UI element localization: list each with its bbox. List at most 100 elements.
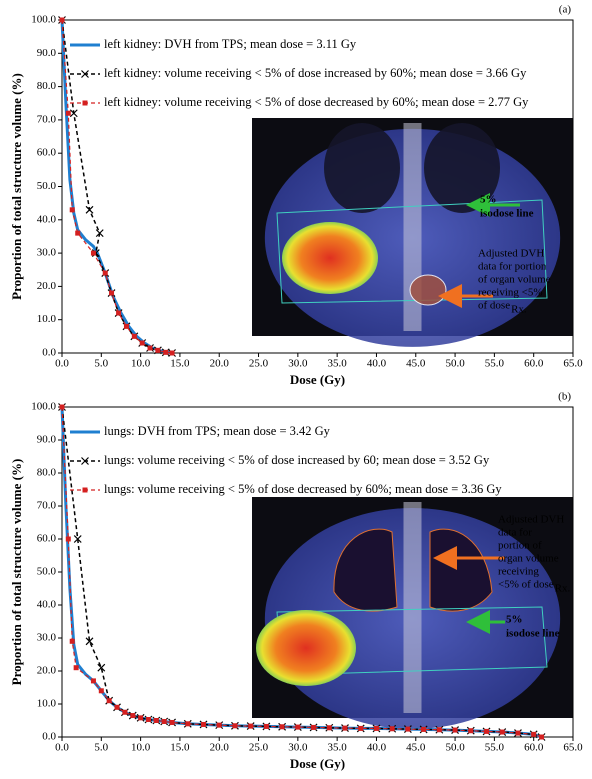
annotation: organ volume xyxy=(498,553,559,565)
marker xyxy=(60,405,65,410)
marker xyxy=(70,639,75,644)
y-tick-label: 100.0 xyxy=(31,14,56,26)
y-tick-label: 60.0 xyxy=(37,533,57,545)
marker xyxy=(140,341,145,346)
x-tick-label: 15.0 xyxy=(170,358,190,370)
x-tick-label: 55.0 xyxy=(485,742,505,754)
marker xyxy=(91,251,96,256)
annotation: Adjusted DVH xyxy=(498,514,564,526)
y-axis-title: Proportion of total structure volume (%) xyxy=(9,459,24,686)
marker xyxy=(264,724,269,729)
marker xyxy=(115,705,120,710)
marker xyxy=(232,723,237,728)
annotation: 5% xyxy=(506,614,523,626)
marker xyxy=(185,721,190,726)
y-tick-label: 90.0 xyxy=(37,434,57,446)
y-tick-label: 60.0 xyxy=(37,147,57,159)
marker xyxy=(500,730,505,735)
y-tick-label: 90.0 xyxy=(37,47,57,59)
marker xyxy=(162,719,167,724)
x-tick-label: 60.0 xyxy=(524,742,544,754)
y-tick-label: 70.0 xyxy=(37,500,57,512)
annotation: data for portion xyxy=(478,261,547,273)
legend-marker xyxy=(83,101,88,106)
marker xyxy=(60,18,65,23)
y-tick-label: 40.0 xyxy=(37,599,57,611)
marker xyxy=(390,726,395,731)
annotation: 5% xyxy=(480,194,497,206)
figure: 5% isodose line Adjusted DVH data for porti… xyxy=(0,0,592,779)
y-tick-label: 10.0 xyxy=(37,313,57,325)
adjusted-region xyxy=(410,275,446,305)
marker xyxy=(109,291,114,296)
x-tick-label: 30.0 xyxy=(288,742,308,754)
marker xyxy=(146,717,151,722)
x-tick-label: 10.0 xyxy=(131,742,151,754)
marker xyxy=(163,350,168,355)
y-tick-label: 100.0 xyxy=(31,401,56,413)
marker xyxy=(116,311,121,316)
marker xyxy=(170,720,175,725)
marker xyxy=(91,678,96,683)
marker xyxy=(132,334,137,339)
marker xyxy=(515,731,520,736)
legend-label: lungs: DVH from TPS; mean dose = 3.42 Gy xyxy=(104,424,331,438)
marker xyxy=(170,351,175,356)
x-tick-label: 0.0 xyxy=(55,358,69,370)
x-tick-label: 50.0 xyxy=(445,742,465,754)
dose-region xyxy=(282,222,378,294)
x-tick-label: 25.0 xyxy=(249,742,269,754)
x-tick-label: 65.0 xyxy=(563,742,583,754)
y-tick-label: 30.0 xyxy=(37,632,57,644)
marker xyxy=(248,724,253,729)
marker xyxy=(148,346,153,351)
marker xyxy=(138,715,143,720)
x-tick-label: 55.0 xyxy=(485,358,505,370)
spine xyxy=(404,502,422,713)
marker xyxy=(484,729,489,734)
annotation-subscript: Rx. xyxy=(511,304,527,316)
marker xyxy=(217,723,222,728)
annotation: of dose xyxy=(478,300,510,312)
panel-label: (b) xyxy=(558,391,571,403)
marker xyxy=(155,348,160,353)
annotation: data for xyxy=(498,527,532,539)
annotation: isodose line xyxy=(480,208,534,220)
x-tick-label: 5.0 xyxy=(94,358,108,370)
marker xyxy=(99,688,104,693)
marker xyxy=(374,726,379,731)
x-axis-title: Dose (Gy) xyxy=(290,372,345,387)
legend-label: lungs: volume receiving < 5% of dose inc… xyxy=(104,453,490,467)
x-tick-label: 50.0 xyxy=(445,358,465,370)
legend-label: left kidney: volume receiving < 5% of do… xyxy=(104,95,529,109)
marker xyxy=(130,713,135,718)
x-tick-label: 45.0 xyxy=(406,358,426,370)
marker xyxy=(539,735,544,740)
x-tick-label: 60.0 xyxy=(524,358,544,370)
y-tick-label: 80.0 xyxy=(37,80,57,92)
marker xyxy=(122,710,127,715)
y-tick-label: 50.0 xyxy=(37,566,57,578)
x-tick-label: 45.0 xyxy=(406,742,426,754)
y-tick-label: 10.0 xyxy=(37,698,57,710)
x-tick-label: 30.0 xyxy=(288,358,308,370)
y-tick-label: 20.0 xyxy=(37,665,57,677)
marker xyxy=(103,271,108,276)
x-tick-label: 5.0 xyxy=(94,742,108,754)
marker xyxy=(66,111,71,116)
marker xyxy=(66,537,71,542)
annotation: of organ volume xyxy=(478,274,551,286)
x-tick-label: 40.0 xyxy=(367,358,387,370)
x-tick-label: 40.0 xyxy=(367,742,387,754)
marker xyxy=(311,725,316,730)
marker xyxy=(531,732,536,737)
legend-label: lungs: volume receiving < 5% of dose dec… xyxy=(104,482,502,496)
x-tick-label: 10.0 xyxy=(131,358,151,370)
x-tick-label: 0.0 xyxy=(55,742,69,754)
marker xyxy=(358,726,363,731)
marker xyxy=(453,728,458,733)
annotation: receiving xyxy=(498,566,539,578)
annotation-subscript: Rx. xyxy=(555,583,571,595)
x-tick-label: 15.0 xyxy=(170,742,190,754)
dose-region xyxy=(256,610,356,686)
